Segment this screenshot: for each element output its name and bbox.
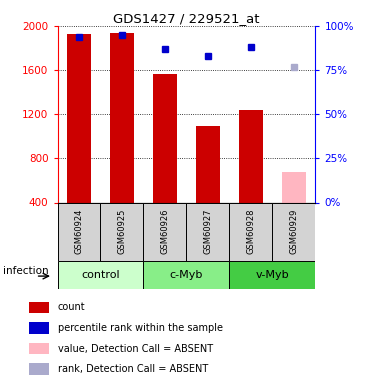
Bar bbox=[29, 363, 49, 375]
Bar bbox=[110, 33, 134, 203]
Text: v-Myb: v-Myb bbox=[256, 270, 289, 280]
Bar bbox=[153, 74, 177, 202]
Text: c-Myb: c-Myb bbox=[170, 270, 203, 280]
Bar bbox=[29, 343, 49, 354]
Bar bbox=[239, 110, 263, 202]
Text: percentile rank within the sample: percentile rank within the sample bbox=[58, 323, 223, 333]
Title: GDS1427 / 229521_at: GDS1427 / 229521_at bbox=[113, 12, 260, 25]
Bar bbox=[187, 202, 229, 261]
Text: GSM60924: GSM60924 bbox=[75, 209, 83, 254]
Bar bbox=[272, 202, 315, 261]
Bar bbox=[196, 126, 220, 202]
Bar bbox=[58, 202, 101, 261]
Text: infection: infection bbox=[3, 266, 49, 276]
Bar bbox=[229, 261, 315, 289]
Bar bbox=[101, 202, 144, 261]
Text: count: count bbox=[58, 302, 85, 312]
Text: rank, Detection Call = ABSENT: rank, Detection Call = ABSENT bbox=[58, 364, 208, 374]
Text: control: control bbox=[81, 270, 120, 280]
Text: GSM60928: GSM60928 bbox=[246, 209, 255, 254]
Text: GSM60927: GSM60927 bbox=[203, 209, 213, 254]
Bar bbox=[282, 172, 306, 202]
Bar bbox=[29, 302, 49, 313]
Text: GSM60926: GSM60926 bbox=[160, 209, 170, 254]
Text: GSM60925: GSM60925 bbox=[118, 209, 127, 254]
Bar bbox=[144, 261, 229, 289]
Bar bbox=[58, 261, 144, 289]
Bar bbox=[229, 202, 272, 261]
Text: GSM60929: GSM60929 bbox=[289, 209, 298, 254]
Bar bbox=[29, 322, 49, 334]
Text: value, Detection Call = ABSENT: value, Detection Call = ABSENT bbox=[58, 344, 213, 354]
Bar bbox=[67, 34, 91, 203]
Bar bbox=[144, 202, 186, 261]
